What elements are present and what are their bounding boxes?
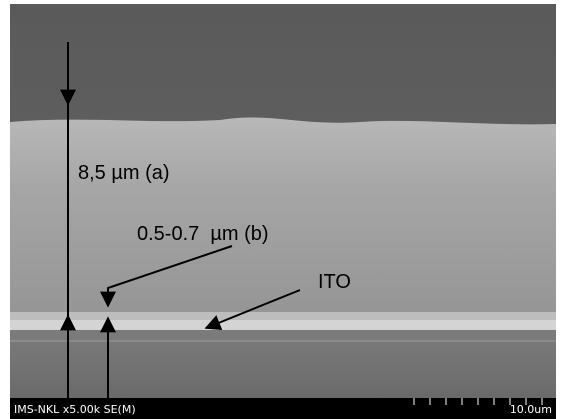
- annotation-b: 0.5-0.7 µm (b): [137, 223, 269, 245]
- sem-image: 8,5 µm (a) 0.5-0.7 µm (b) ITO IMS-NKL x5…: [0, 0, 566, 419]
- footer-bar: IMS-NKL x5.00k SE(M) 10.0um: [10, 398, 556, 419]
- annotation-ito: ITO: [318, 271, 351, 293]
- micrograph: [10, 4, 556, 398]
- annotation-a: 8,5 µm (a): [78, 162, 170, 184]
- footer-info: IMS-NKL x5.00k SE(M): [14, 403, 136, 416]
- scale-label: 10.0um: [510, 403, 552, 416]
- page: {"annotations": {"thickness_a": "8,5 µm …: [0, 0, 566, 419]
